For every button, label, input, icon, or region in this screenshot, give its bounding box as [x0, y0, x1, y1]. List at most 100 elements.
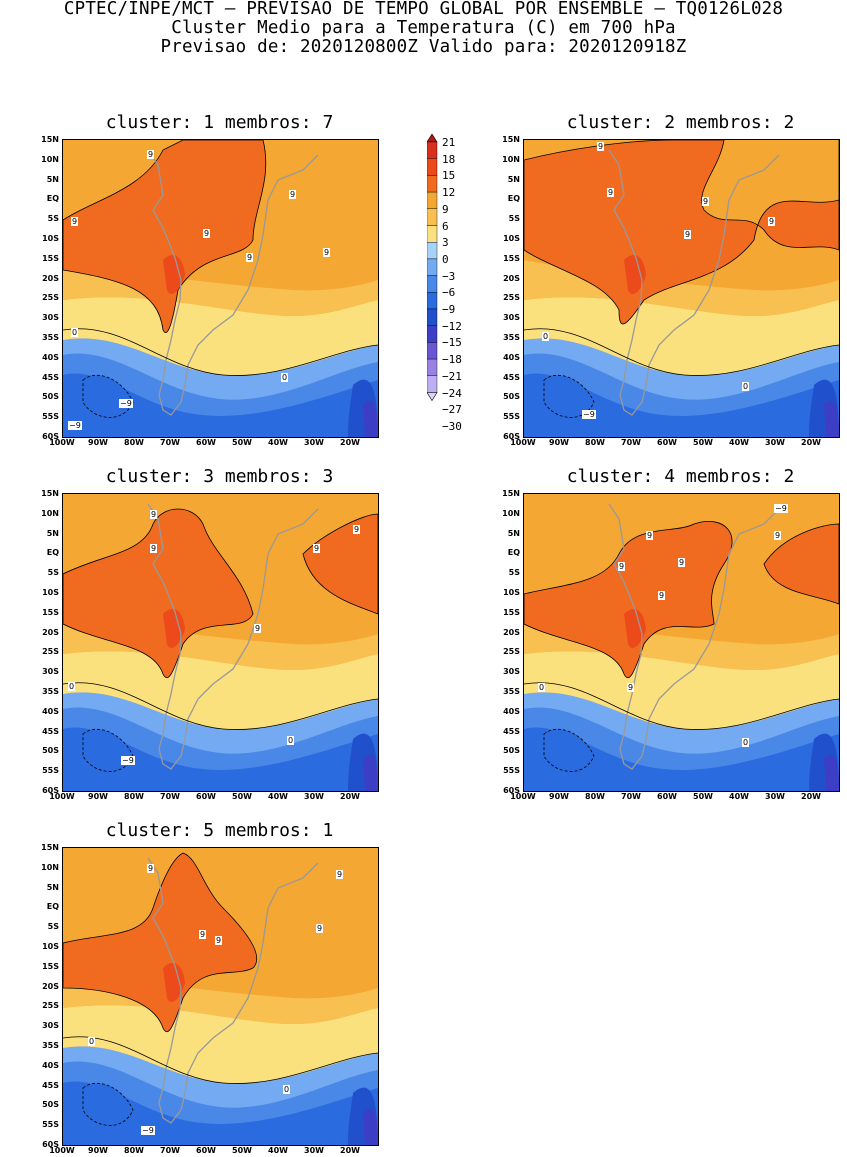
longitude-tick-label: 30W — [304, 1146, 324, 1155]
band-3 — [63, 1005, 378, 1084]
contour-label: 0 — [742, 738, 750, 747]
cold-core-east-2 — [824, 400, 839, 437]
latitude-tick-label: EQ — [46, 548, 59, 558]
contour-label: 0 — [88, 1037, 96, 1046]
band-3 — [524, 651, 839, 730]
longitude-tick-label: 60W — [657, 792, 677, 801]
latitude-tick-label: 15N — [502, 135, 520, 144]
header-line-3: Previsao de: 2020120800Z Valido para: 20… — [160, 37, 687, 57]
panel-title: cluster: 3 membros: 3 — [105, 466, 334, 487]
colorbar-swatch — [427, 292, 438, 310]
colorbar-tick-label: −24 — [442, 386, 462, 400]
band-3 — [63, 297, 378, 376]
latitude-tick-label: 60S — [503, 432, 520, 441]
longitude-tick-label: 80W — [585, 792, 605, 801]
contour-label: 0 — [68, 682, 76, 691]
longitude-tick-label: 70W — [160, 792, 180, 801]
latitude-tick-label: 55S — [503, 412, 520, 422]
colorbar-tick-label: 12 — [442, 186, 456, 200]
band-12 — [624, 255, 646, 295]
band-9 — [63, 140, 267, 333]
longitude-tick-label: 20W — [340, 438, 360, 447]
cold-core-east-2 — [824, 754, 839, 791]
contour-label: 9 — [147, 150, 155, 159]
latitude-tick-label: 25S — [42, 293, 59, 303]
contour-label: 9 — [150, 510, 158, 519]
latitude-tick-label: 50S — [42, 392, 59, 402]
longitude-tick-label: 50W — [693, 438, 713, 447]
longitude-tick-label: 40W — [268, 792, 288, 801]
latitude-tick-label: 15S — [503, 607, 520, 617]
latitude-tick-label: 50S — [42, 746, 59, 756]
latitude-tick-label: 25S — [503, 647, 520, 657]
latitude-tick-label: 60S — [42, 1140, 59, 1149]
contour-label: 9 — [702, 197, 710, 206]
map-plot-area: 9 9 9 9 9 9 0 0 −9 — [523, 493, 840, 792]
longitude-tick-label: 100W — [49, 438, 75, 447]
latitude-tick-label: 20S — [42, 627, 59, 637]
longitude-tick-label: 60W — [196, 1146, 216, 1155]
contour-label: 9 — [313, 544, 321, 553]
longitude-tick-label: 50W — [232, 792, 252, 801]
map-plot-area: 9 9 9 9 9 9 0 0 −9 −9 — [62, 139, 379, 438]
panel-title: cluster: 1 membros: 7 — [105, 112, 334, 133]
colorbar-tick-label: 21 — [442, 136, 456, 149]
latitude-tick-label: 35S — [42, 1041, 59, 1050]
band-12 — [163, 609, 185, 649]
latitude-tick-label: 5S — [508, 568, 520, 578]
contour-label: 9 — [678, 558, 686, 567]
cold-core-west — [543, 729, 595, 772]
longitude-tick-label: 80W — [124, 792, 144, 801]
latitude-tick-label: 10S — [42, 234, 59, 243]
zero-contour — [524, 682, 839, 730]
longitude-tick-label: 30W — [304, 438, 324, 447]
band-9 — [524, 140, 839, 325]
longitude-tick-label: 100W — [49, 792, 75, 801]
colorbar-swatch — [427, 208, 438, 226]
latitude-tick-label: 20S — [503, 273, 520, 283]
latitude-tick-label: 20S — [503, 627, 520, 637]
band-12 — [163, 963, 185, 1003]
map-plot-area: 9 9 9 9 9 0 0 −9 — [62, 493, 379, 792]
longitude-tick-label: 30W — [765, 792, 785, 801]
latitude-tick-label: 30S — [503, 313, 520, 323]
latitude-tick-label: 45S — [42, 372, 59, 382]
latitude-tick-label: EQ — [507, 194, 520, 204]
contour-label: 9 — [150, 544, 158, 553]
cold-core-east-2 — [363, 754, 378, 791]
longitude-tick-label: 90W — [549, 792, 569, 801]
colorbar-arrow-bottom — [427, 392, 438, 402]
colorbar-tick-label: −6 — [442, 286, 456, 300]
longitude-tick-label: 20W — [801, 792, 821, 801]
contour-label: 0 — [287, 736, 295, 745]
contour-label: −9 — [68, 421, 82, 430]
longitude-tick-label: 70W — [160, 1146, 180, 1155]
contour-label: −9 — [141, 1126, 155, 1135]
latitude-tick-label: 15N — [502, 489, 520, 498]
contour-label: 0 — [542, 332, 550, 341]
longitude-tick-label: 90W — [88, 1146, 108, 1155]
latitude-tick-label: 25S — [42, 1001, 59, 1011]
colorbar — [427, 134, 438, 402]
latitude-tick-label: EQ — [507, 548, 520, 558]
latitude-tick-label: 20S — [42, 273, 59, 283]
contour-label: 0 — [283, 1085, 291, 1094]
latitude-tick-label: 10S — [42, 588, 59, 597]
colorbar-tick-label: 0 — [442, 252, 449, 266]
colorbar-arrow-top — [427, 134, 438, 143]
colorbar-tick-label: 6 — [442, 219, 449, 233]
figure-header: CPTEC/INPE/MCT – PREVISAO DE TEMPO GLOBA… — [0, 0, 847, 57]
colorbar-tick-label: −15 — [442, 336, 462, 350]
contour-label: 9 — [768, 217, 776, 226]
contour-label: 0 — [742, 382, 750, 391]
latitude-tick-label: 15N — [41, 843, 59, 852]
band-9 — [524, 521, 839, 679]
latitude-tick-label: EQ — [46, 194, 59, 204]
latitude-tick-label: 5N — [46, 174, 59, 184]
band-12 — [624, 609, 646, 649]
latitude-tick-label: EQ — [46, 902, 59, 912]
contour-label: 9 — [597, 142, 605, 151]
latitude-tick-label: 10N — [41, 508, 59, 518]
latitude-tick-label: 5N — [46, 528, 59, 538]
contour-label: 9 — [774, 531, 782, 540]
